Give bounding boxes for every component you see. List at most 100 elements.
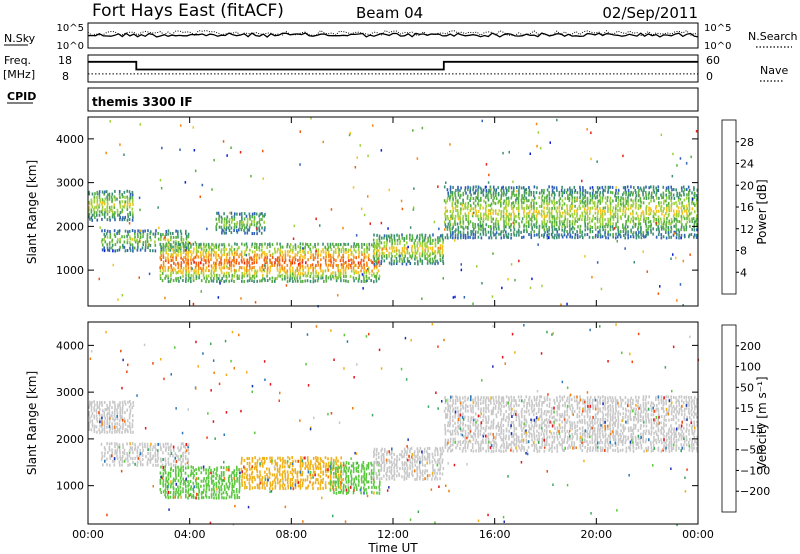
- echo-cell: [98, 190, 101, 194]
- echo-cell: [595, 190, 597, 194]
- echo-cell: [459, 220, 462, 224]
- echo-cell: [88, 413, 90, 417]
- echo-cell: [409, 238, 411, 242]
- echo-cell: [254, 250, 256, 254]
- echo-cell: [630, 190, 632, 194]
- echo-cell: [306, 264, 309, 268]
- echo-cell: [316, 256, 319, 260]
- echo-cell: [366, 264, 368, 267]
- echo-cell: [488, 173, 490, 177]
- echo-cell: [266, 261, 268, 264]
- echo-cell: [243, 261, 246, 265]
- echo-cell: [241, 470, 243, 474]
- echo-cell: [604, 230, 606, 234]
- echo-cell: [305, 242, 307, 246]
- echo-cell: [355, 244, 357, 248]
- echo-cell: [676, 194, 678, 198]
- echo-cell: [516, 207, 518, 210]
- echo-cell: [285, 284, 288, 287]
- echo-cell: [263, 456, 266, 460]
- echo-cell: [200, 290, 202, 293]
- echo-cell: [167, 460, 170, 464]
- echo-cell: [617, 230, 620, 234]
- echo-cell: [124, 419, 126, 423]
- echo-cell: [505, 230, 507, 234]
- echo-cell: [279, 253, 282, 257]
- echo-cell: [686, 207, 688, 211]
- echo-cell: [584, 201, 586, 205]
- echo-cell: [245, 253, 248, 257]
- echo-cell: [276, 268, 279, 272]
- echo-cell: [302, 456, 305, 460]
- echo-cell: [322, 486, 324, 490]
- echo-cell: [249, 487, 251, 491]
- echo-cell: [589, 227, 591, 231]
- echo-cell: [632, 211, 634, 215]
- echo-cell: [345, 466, 348, 470]
- echo-cell: [444, 217, 447, 221]
- echo-cell: [301, 279, 304, 283]
- echo-cell: [307, 470, 310, 474]
- echo-cell: [390, 468, 393, 472]
- echo-cell: [546, 236, 549, 240]
- echo-cell: [614, 212, 616, 216]
- echo-cell: [502, 201, 505, 205]
- echo-cell: [429, 473, 431, 477]
- echo-cell: [172, 258, 174, 262]
- echo-cell: [488, 209, 490, 212]
- echo-cell: [293, 224, 296, 228]
- echo-cell: [304, 271, 307, 275]
- echo-cell: [144, 248, 147, 252]
- echo-cell: [317, 251, 319, 254]
- echo-cell: [177, 232, 179, 236]
- echo-cell: [624, 210, 626, 214]
- echo-cell: [558, 193, 561, 197]
- echo-cell: [360, 477, 363, 481]
- echo-cell: [383, 455, 385, 459]
- echo-cell: [107, 451, 109, 455]
- echo-cell: [172, 459, 175, 463]
- echo-cell: [388, 477, 391, 481]
- echo-cell: [372, 255, 375, 259]
- echo-cell: [447, 407, 449, 411]
- echo-cell: [246, 486, 248, 489]
- echo-cell: [155, 448, 157, 452]
- echo-cell: [373, 247, 376, 251]
- echo-cell: [202, 266, 205, 270]
- echo-cell: [654, 212, 657, 216]
- echo-cell: [234, 479, 236, 483]
- echo-cell: [601, 199, 604, 203]
- echo-cell: [233, 493, 236, 497]
- echo-cell: [675, 256, 677, 260]
- echo-cell: [655, 205, 658, 208]
- echo-cell: [622, 154, 624, 158]
- echo-cell: [445, 201, 447, 205]
- echo-cell: [177, 266, 180, 270]
- echo-cell: [398, 457, 401, 461]
- echo-cell: [312, 271, 315, 275]
- echo-cell: [205, 259, 207, 263]
- echo-cell: [132, 215, 134, 219]
- echo-cell: [416, 234, 419, 238]
- echo-cell: [675, 228, 678, 232]
- echo-cell: [333, 258, 335, 262]
- echo-cell: [583, 209, 586, 213]
- echo-cell: [112, 400, 114, 404]
- echo-cell: [337, 470, 339, 473]
- echo-cell: [240, 228, 243, 232]
- echo-cell: [686, 220, 689, 224]
- echo-cell: [347, 254, 350, 257]
- echo-cell: [563, 202, 566, 206]
- echo-cell: [296, 475, 299, 479]
- echo-cell: [127, 424, 129, 428]
- echo-cell: [229, 481, 231, 485]
- echo-cell: [566, 224, 569, 228]
- echo-cell: [373, 454, 375, 458]
- echo-cell: [581, 179, 583, 183]
- echo-cell: [122, 245, 124, 249]
- echo-cell: [258, 226, 260, 230]
- echo-cell: [241, 279, 243, 283]
- echo-cell: [434, 460, 437, 464]
- noise-left-tick-top: 10^5: [57, 23, 84, 34]
- echo-cell: [253, 223, 256, 227]
